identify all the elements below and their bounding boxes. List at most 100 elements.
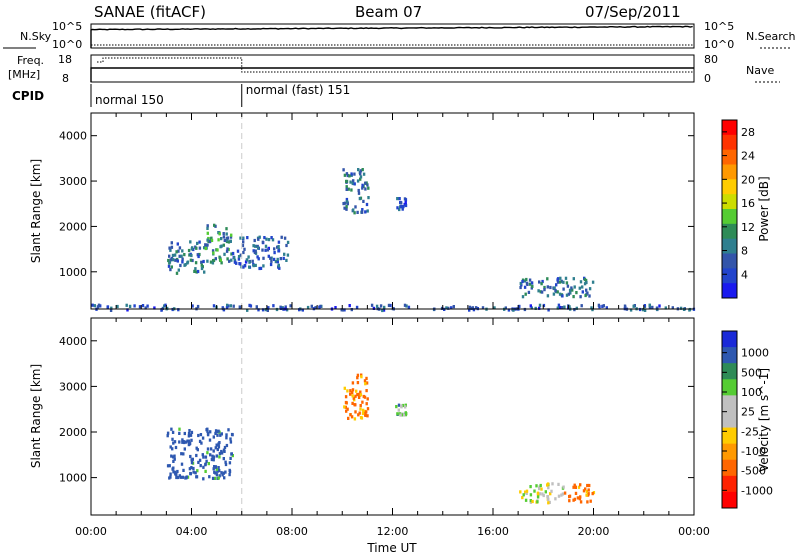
power-pixel	[248, 265, 251, 269]
velocity-colorbar-tick-label: 1000	[741, 347, 769, 360]
power-pixel	[267, 254, 270, 258]
velocity-pixel	[578, 497, 582, 501]
velocity-pixel	[212, 435, 215, 439]
power-pixel	[521, 279, 524, 284]
power-pixel	[571, 288, 574, 292]
date-label: 07/Sep/2011	[585, 3, 681, 21]
velocity-pixel	[546, 483, 549, 487]
power-pixel	[168, 260, 172, 264]
velocity-pixel	[352, 396, 355, 400]
velocity-pixel	[582, 489, 586, 493]
velocity-pixel	[546, 495, 550, 499]
velocity-colorbar-swatch	[722, 347, 737, 364]
power-pixel	[382, 308, 386, 312]
power-pixel	[358, 197, 362, 201]
power-colorbar-swatch	[722, 194, 737, 210]
velocity-pixel	[588, 483, 591, 488]
velocity-colorbar-ticks: 1000 500 100 25 -25 -100 -500 -1000	[722, 347, 773, 497]
velocity-pixel	[229, 437, 232, 441]
power-pixel	[267, 306, 270, 310]
power-pixel	[549, 285, 552, 290]
velocity-pixel	[563, 491, 567, 495]
velocity-colorbar-swatch	[722, 331, 737, 348]
power-colorbar-swatch	[722, 179, 737, 195]
power-pixel	[361, 168, 364, 172]
y-tick-label: 4000	[59, 335, 87, 348]
power-pixel	[348, 304, 351, 308]
velocity-pixel	[214, 431, 217, 435]
power-pixel	[575, 306, 578, 310]
power-pixel	[345, 187, 348, 191]
power-pixel	[170, 245, 174, 249]
power-pixel	[203, 270, 206, 274]
power-pixel	[253, 250, 257, 254]
velocity-pixel	[579, 495, 582, 499]
frequency-line	[90, 67, 694, 82]
power-pixel	[573, 308, 576, 312]
velocity-pixel	[173, 454, 176, 458]
velocity-pixel	[212, 467, 215, 471]
power-pixel	[195, 270, 198, 274]
velocity-colorbar: 1000 500 100 25 -25 -100 -500 -1000 Velocity [m…	[721, 330, 773, 509]
velocity-pixel	[356, 376, 359, 380]
velocity-pixel	[170, 454, 173, 458]
velocity-pixel	[209, 453, 212, 457]
power-pixel	[216, 248, 219, 252]
power-pixel	[200, 266, 204, 271]
power-pixel	[519, 281, 522, 286]
velocity-pixel	[168, 464, 171, 468]
power-pixel	[360, 210, 364, 214]
velocity-pixel	[224, 462, 228, 467]
power-pixel	[579, 295, 582, 299]
velocity-colorbar-label: Velocity [m s^-1]	[757, 368, 771, 472]
velocity-pixel	[400, 404, 403, 408]
power-pixel	[176, 242, 179, 246]
power-pixel	[352, 208, 355, 212]
velocity-pixel	[547, 497, 550, 501]
velocity-pixel	[585, 489, 589, 494]
nsky-tick-top: 10^5	[52, 20, 82, 33]
power-pixel	[277, 240, 281, 244]
power-pixel	[242, 240, 245, 244]
power-colorbar: 28 24 20 16 12 8 4 Power [dB]	[721, 119, 771, 299]
power-pixel	[222, 235, 226, 239]
power-pixel	[345, 172, 349, 176]
power-colorbar-tick-label: 28	[741, 126, 755, 139]
velocity-pixel	[356, 373, 360, 377]
power-pixel	[572, 277, 575, 281]
power-pixel	[262, 256, 265, 260]
power-pixel	[343, 206, 346, 210]
power-pixel	[648, 305, 652, 310]
velocity-pixel	[208, 438, 212, 442]
power-pixel	[546, 285, 549, 289]
power-pixel	[225, 306, 229, 310]
power-pixel	[357, 191, 361, 195]
velocity-pixel	[178, 431, 181, 435]
power-pixel	[258, 266, 261, 271]
power-pixel	[285, 258, 288, 262]
power-pixel	[525, 277, 528, 282]
power-pixel	[318, 305, 321, 309]
power-pixel	[171, 253, 175, 257]
power-colorbar-swatch	[722, 164, 737, 180]
power-pixel	[225, 227, 228, 231]
power-pixel	[160, 308, 163, 312]
power-pixel	[226, 257, 229, 261]
power-pixel	[566, 284, 570, 288]
power-pixel	[191, 304, 194, 308]
power-pixel	[362, 199, 365, 203]
velocity-pixel	[222, 448, 226, 452]
power-pixel	[298, 308, 301, 312]
velocity-colorbar-swatch	[722, 443, 737, 461]
velocity-pixel	[190, 461, 194, 465]
velocity-pixel	[354, 394, 357, 398]
velocity-pixel	[519, 490, 522, 494]
power-pixel	[126, 308, 129, 312]
power-pixel	[526, 282, 529, 286]
velocity-pixel	[172, 459, 175, 463]
power-panel-bg	[91, 113, 694, 309]
beam-label: Beam 07	[355, 3, 422, 21]
power-pixel	[254, 244, 257, 248]
power-colorbar-swatches	[722, 120, 737, 299]
velocity-pixel	[183, 440, 186, 445]
